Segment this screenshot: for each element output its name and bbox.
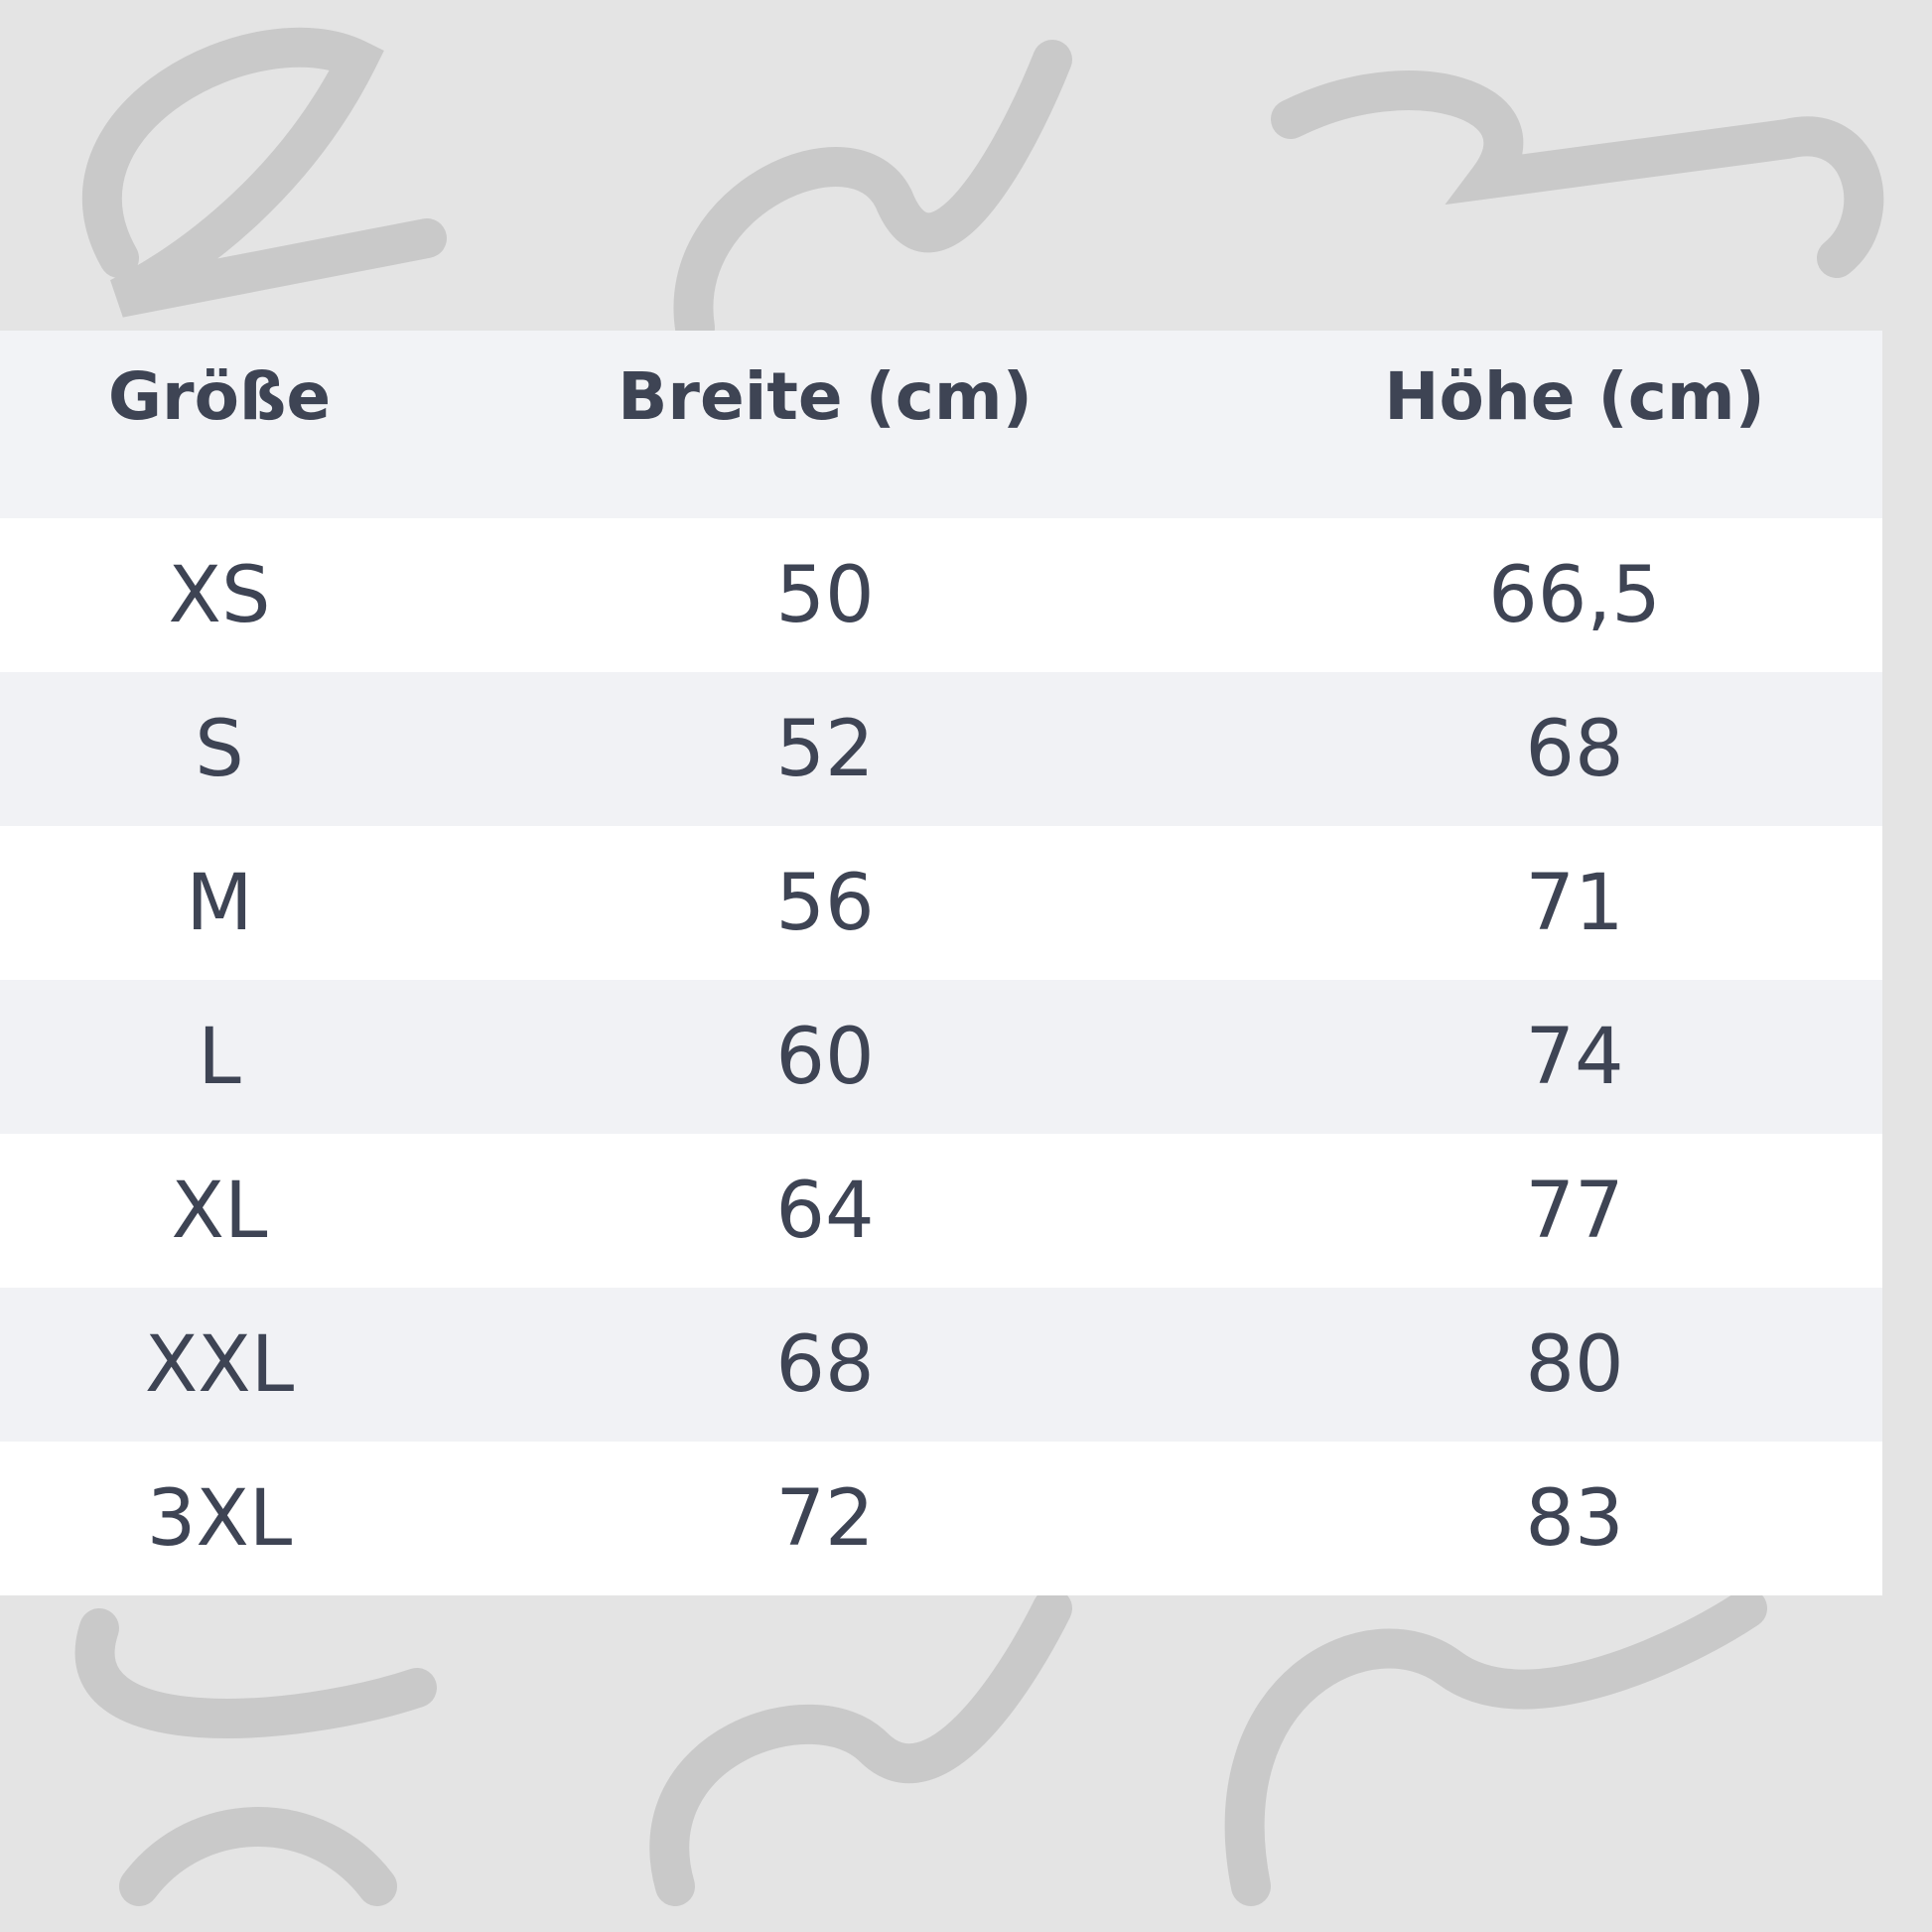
header-cell: Breite (cm) bbox=[618, 358, 1033, 435]
table-cell: XXL bbox=[144, 1319, 295, 1410]
table-cell: 3XL bbox=[146, 1473, 293, 1564]
watermark-stroke bbox=[119, 1807, 397, 1906]
table-row: L 60 74 bbox=[0, 980, 1882, 1134]
table-cell: 80 bbox=[1525, 1319, 1624, 1410]
table-cell: M bbox=[186, 858, 253, 948]
header-cell: Größe bbox=[107, 358, 332, 435]
table-cell: L bbox=[198, 1012, 241, 1102]
table-cell: 66,5 bbox=[1488, 550, 1661, 640]
table-row: 3XL 72 83 bbox=[0, 1442, 1882, 1595]
table-cell: 60 bbox=[775, 1012, 875, 1102]
header-cell: Höhe (cm) bbox=[1384, 358, 1765, 435]
table-cell: 83 bbox=[1525, 1473, 1624, 1564]
table-row: M 56 71 bbox=[0, 826, 1882, 980]
table-cell: 50 bbox=[775, 550, 875, 640]
table-cell: 77 bbox=[1525, 1166, 1624, 1256]
watermark-stroke bbox=[1224, 1588, 1767, 1906]
watermark-stroke bbox=[82, 27, 447, 318]
table-cell: 68 bbox=[1525, 704, 1624, 794]
table-cell: 72 bbox=[775, 1473, 875, 1564]
table-cell: XS bbox=[168, 550, 271, 640]
watermark-stroke bbox=[74, 1608, 437, 1738]
table-cell: 74 bbox=[1525, 1012, 1624, 1102]
watermark-strokes bbox=[74, 27, 1884, 1906]
table-row: XS 50 66,5 bbox=[0, 518, 1882, 672]
table-cell: S bbox=[195, 704, 244, 794]
table-row: S 52 68 bbox=[0, 672, 1882, 826]
table-cell: 68 bbox=[775, 1319, 875, 1410]
table-row: XXL 68 80 bbox=[0, 1288, 1882, 1442]
watermark-stroke bbox=[673, 40, 1072, 347]
size-table: Größe Breite (cm) Höhe (cm) XS 50 66,5 S 52 68 M 5… bbox=[0, 331, 1882, 1595]
table-cell: 56 bbox=[775, 858, 875, 948]
watermark-stroke bbox=[649, 1588, 1072, 1906]
table-row: XL 64 77 bbox=[0, 1134, 1882, 1288]
table-cell: 52 bbox=[775, 704, 875, 794]
header-row: Größe Breite (cm) Höhe (cm) bbox=[0, 331, 1882, 518]
watermark-stroke bbox=[1271, 70, 1884, 278]
table-cell: 64 bbox=[775, 1166, 875, 1256]
table-cell: 71 bbox=[1525, 858, 1624, 948]
table-cell: XL bbox=[171, 1166, 268, 1256]
